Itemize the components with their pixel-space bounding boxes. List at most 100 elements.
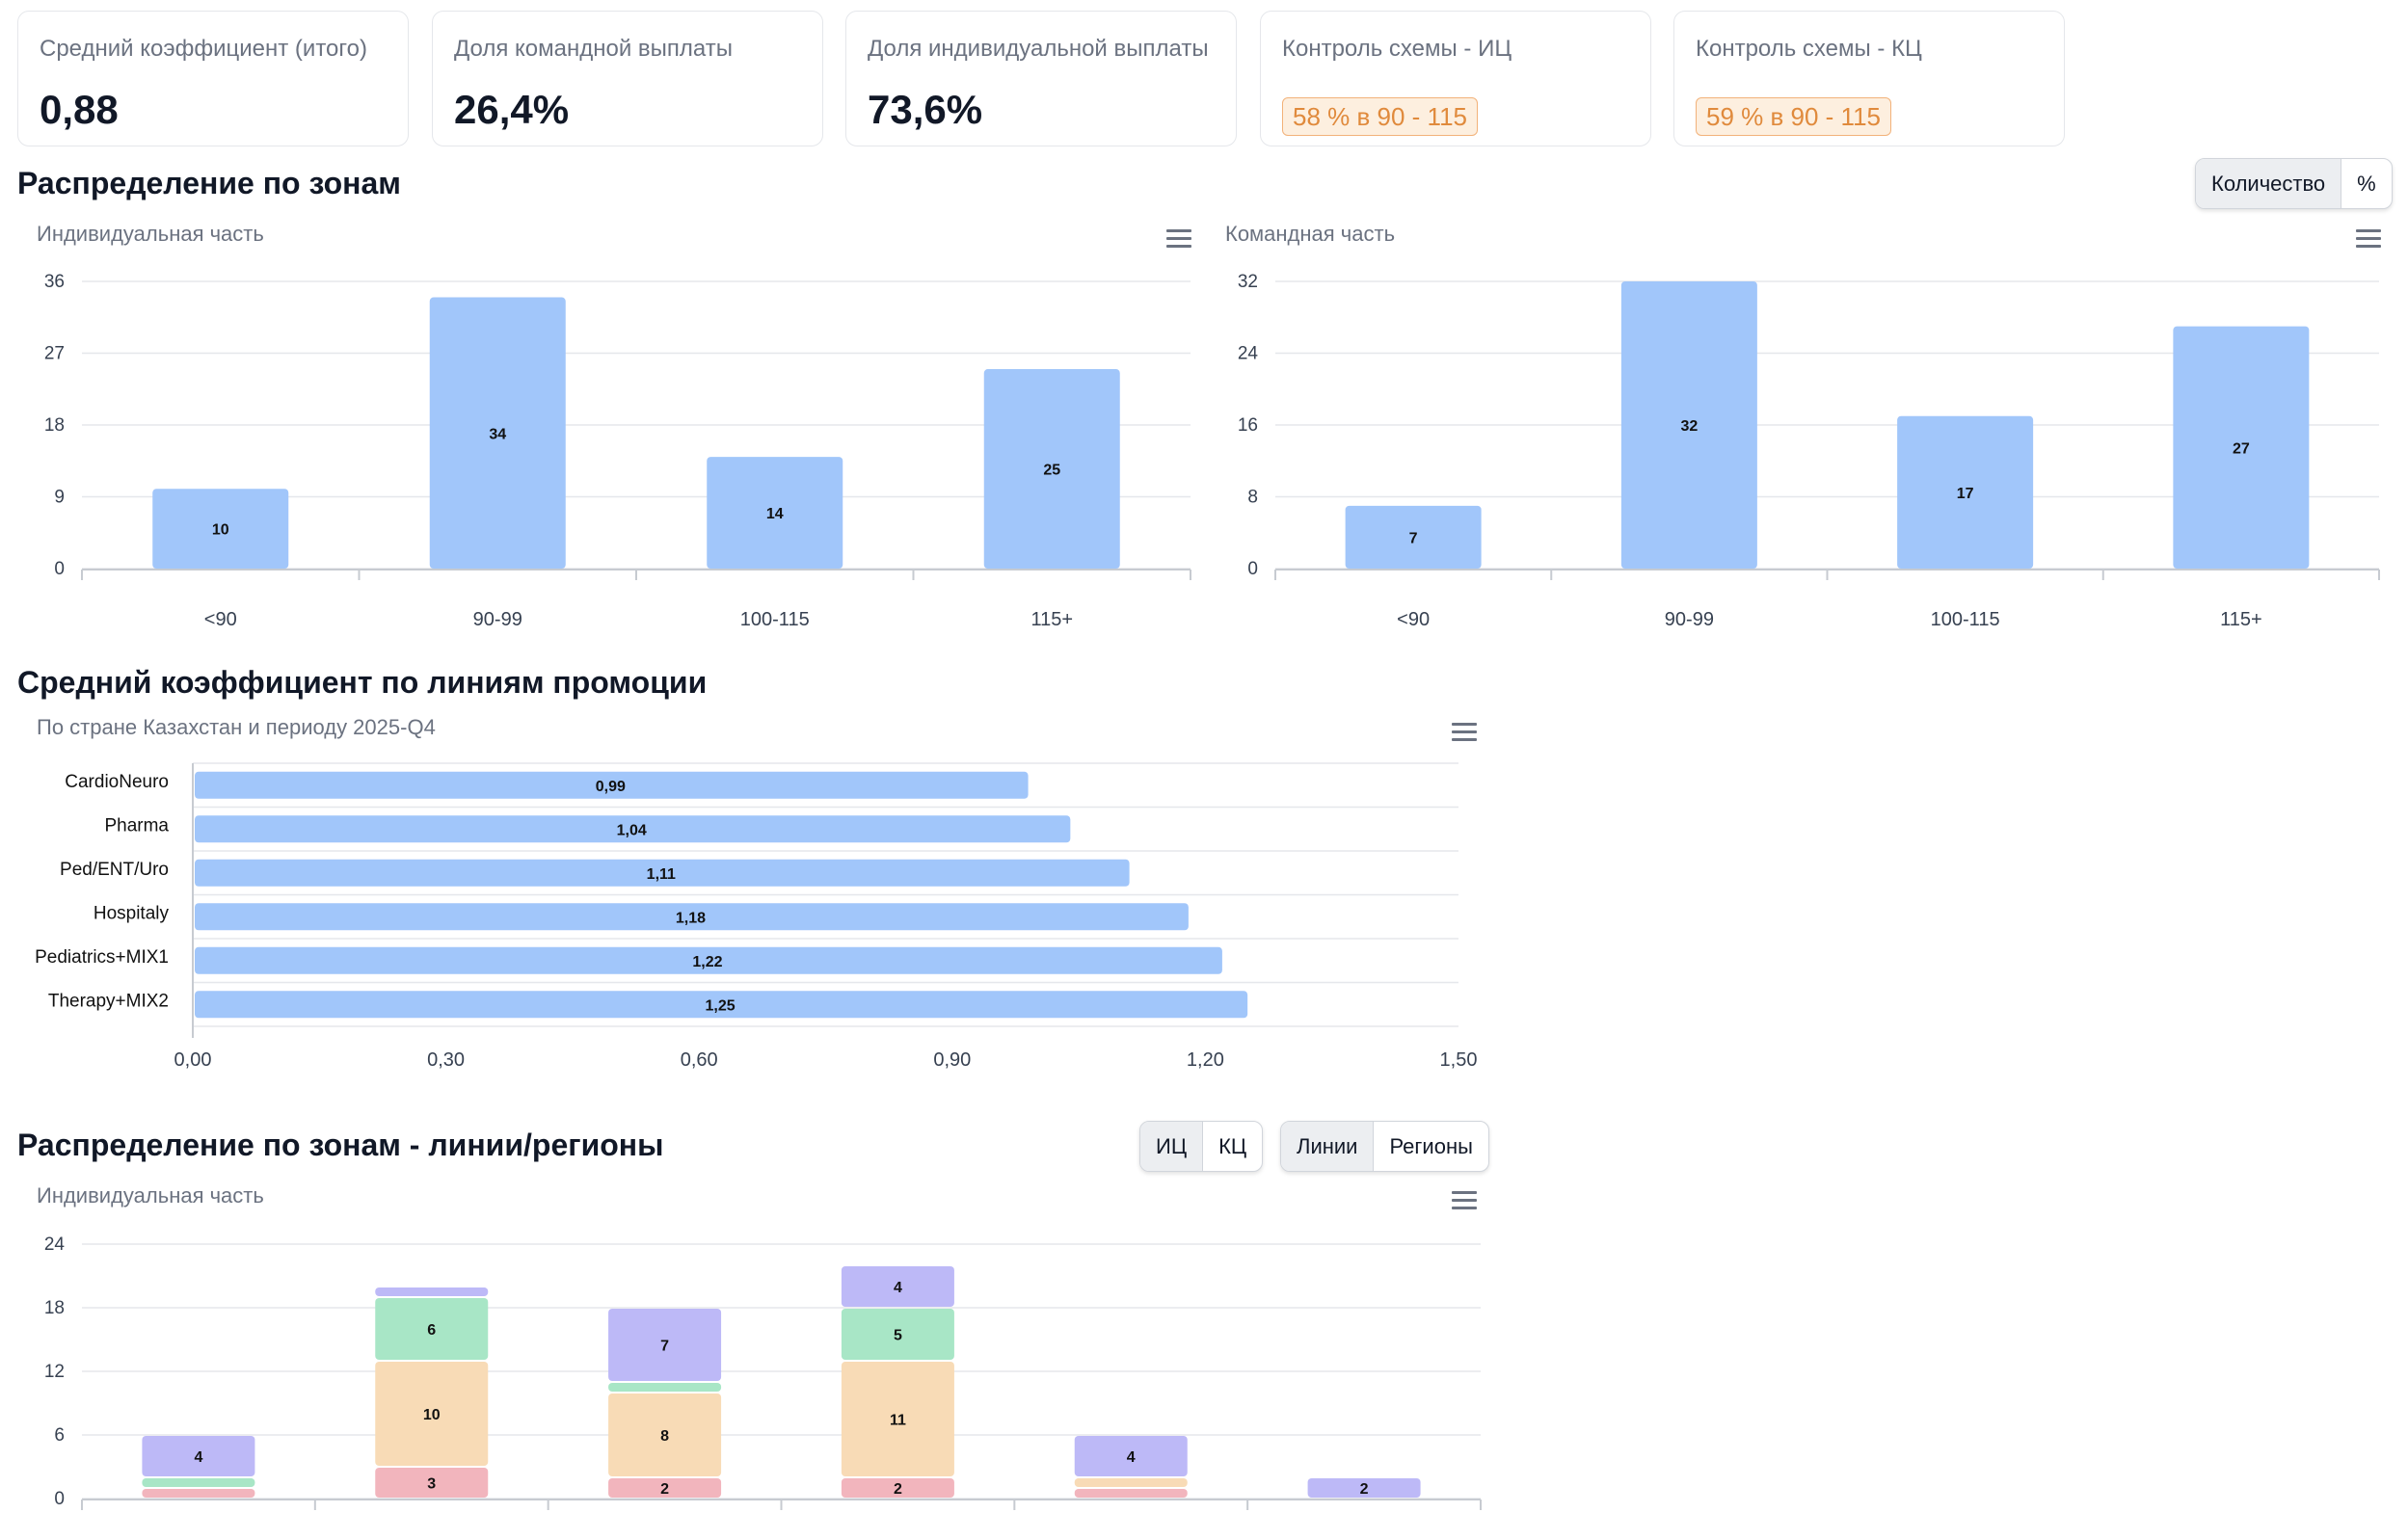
breakdown-toggle: Линии Регионы	[1280, 1121, 1489, 1172]
zones-section-title: Распределение по зонам	[17, 166, 401, 200]
bar	[983, 369, 1120, 569]
stack-segment	[841, 1266, 954, 1307]
y-tick-label: 16	[1238, 415, 1258, 436]
stack-segment	[142, 1478, 255, 1487]
promo-section-title: Средний коэффициент по линиям промоции	[17, 665, 708, 700]
chart-menu-icon[interactable]	[2356, 229, 2381, 248]
percent-mode-button[interactable]: %	[2341, 159, 2392, 208]
chart-subtitle: Командная часть	[1225, 222, 1396, 246]
kpi-value: 0,88	[40, 87, 119, 132]
bar-value-label: 25	[1043, 463, 1060, 479]
chart-menu-icon[interactable]	[1166, 229, 1191, 248]
segment-value-label: 3	[427, 1476, 436, 1493]
kpi-label: Доля индивидуальной выплаты	[868, 36, 1209, 62]
x-tick-label: <90	[204, 609, 237, 630]
y-tick-label: Hospitaly	[94, 903, 170, 923]
stack-segment	[142, 1436, 255, 1476]
stack-segment	[608, 1478, 722, 1498]
stack-segment	[1307, 1478, 1421, 1498]
y-tick-label: Pharma	[104, 815, 169, 836]
y-tick-label: 6	[54, 1425, 65, 1446]
chart-subtitle: Индивидуальная часть	[37, 222, 264, 246]
stack-segment	[1074, 1478, 1188, 1487]
y-tick-label: 8	[1247, 488, 1258, 508]
bar-value-label: 32	[1680, 418, 1698, 435]
stack-segment	[608, 1309, 722, 1381]
y-tick-label: Ped/ENT/Uro	[60, 860, 169, 880]
bar	[195, 903, 1189, 931]
stack-segment	[841, 1309, 954, 1360]
stack-segment	[841, 1478, 954, 1498]
kpi-card-team-share: Доля командной выплаты 26,4%	[432, 11, 823, 146]
bar-value-label: 1,18	[676, 910, 706, 926]
y-tick-label: 18	[44, 415, 65, 436]
x-tick-label: 100-115	[1931, 609, 2000, 630]
zones-by-lines-chart: 0 6 12 18 24 4 3 10 6 2 8 7 2 11 5 4 4 2	[44, 1234, 1482, 1510]
kpi-label: Доля командной выплаты	[454, 36, 733, 62]
bar	[195, 771, 1029, 799]
bar	[429, 297, 566, 569]
kpi-value: 26,4%	[454, 87, 570, 132]
y-tick-label: Therapy+MIX2	[48, 991, 169, 1011]
stack-segment	[142, 1489, 255, 1498]
count-mode-button[interactable]: Количество	[2196, 159, 2341, 208]
status-badge: 58 % в 90 - 115	[1282, 97, 1478, 136]
y-tick-label: 0	[1247, 559, 1258, 579]
status-badge: 59 % в 90 - 115	[1696, 97, 1891, 136]
y-tick-label: 24	[44, 1234, 66, 1255]
stack-segment	[375, 1298, 489, 1360]
x-tick-label: 0,00	[174, 1049, 212, 1071]
bar	[152, 489, 289, 569]
segment-value-label: 11	[890, 1413, 906, 1429]
kpi-label: Контроль схемы - КЦ	[1696, 36, 1922, 62]
x-tick-label: 100-115	[740, 609, 810, 630]
x-tick-label: 1,20	[1187, 1049, 1224, 1071]
stack-segment	[608, 1394, 722, 1476]
x-tick-label: 1,50	[1440, 1049, 1478, 1071]
kpi-label: Средний коэффициент (итого)	[40, 36, 367, 62]
bar-value-label: 1,04	[617, 822, 647, 838]
x-tick-label: 115+	[1030, 609, 1073, 630]
y-tick-label: 27	[44, 344, 65, 364]
bar-value-label: 27	[2233, 440, 2250, 457]
y-tick-label: 12	[44, 1362, 65, 1382]
x-tick-label: 90-99	[473, 609, 522, 630]
individual-zones-chart: 0 9 18 27 36 10 <90 34 90-99 14 100-115 25 115+	[44, 272, 1191, 630]
y-tick-label: Pediatrics+MIX1	[35, 947, 169, 968]
team-zones-chart: 0 8 16 24 32 7 <90 32 90-99 17 100-115 27 115+	[1238, 272, 2380, 630]
segment-value-label: 4	[1127, 1449, 1136, 1466]
bar	[195, 815, 1071, 843]
bar-value-label: 34	[489, 426, 506, 442]
bar	[1345, 505, 1482, 569]
ic-button[interactable]: ИЦ	[1140, 1122, 1203, 1171]
y-tick-label: 32	[1238, 272, 1258, 292]
bar	[195, 991, 1248, 1019]
kpi-card-avg-coef: Средний коэффициент (итого) 0,88	[17, 11, 409, 146]
segment-value-label: 2	[1360, 1481, 1369, 1498]
segment-value-label: 5	[894, 1328, 902, 1344]
stack-segment	[841, 1362, 954, 1476]
stack-segment	[375, 1362, 489, 1466]
y-tick-label: CardioNeuro	[65, 772, 169, 792]
x-tick-label: <90	[1397, 609, 1430, 630]
kc-button[interactable]: КЦ	[1202, 1122, 1262, 1171]
chart-menu-icon[interactable]	[1452, 723, 1477, 741]
y-tick-label: 36	[44, 272, 65, 292]
zones-mode-toggle: Количество %	[2195, 158, 2393, 209]
part-type-toggle: ИЦ КЦ	[1139, 1121, 1264, 1172]
chart-menu-icon[interactable]	[1452, 1191, 1477, 1209]
lines-button[interactable]: Линии	[1281, 1122, 1374, 1171]
regions-button[interactable]: Регионы	[1373, 1122, 1487, 1171]
bar	[1620, 281, 1757, 569]
y-tick-label: 0	[54, 559, 65, 579]
stack-segment	[608, 1383, 722, 1392]
kpi-value: 73,6%	[868, 87, 983, 132]
bar-value-label: 17	[1957, 486, 1974, 502]
segment-value-label: 7	[660, 1339, 669, 1355]
y-tick-label: 0	[54, 1489, 65, 1509]
bar	[707, 457, 843, 569]
stack-segment	[1074, 1436, 1188, 1476]
segment-value-label: 10	[423, 1407, 441, 1423]
x-tick-label: 0,30	[427, 1049, 465, 1071]
bar-value-label: 10	[212, 522, 229, 539]
